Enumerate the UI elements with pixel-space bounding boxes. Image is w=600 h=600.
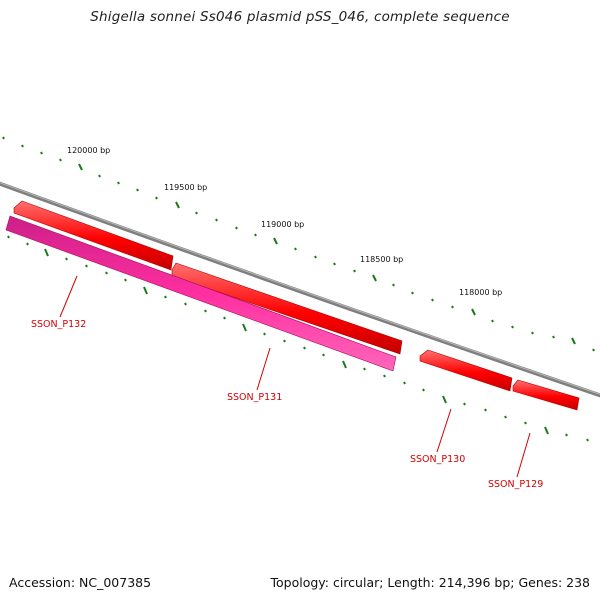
scale-ticks-lower [7,235,589,442]
scale-tick [254,233,257,237]
scale-tick [294,247,297,251]
scale-tick [124,278,127,282]
topology-text: Topology: circular; Length: 214,396 bp; … [270,575,591,590]
gene-label-leader [436,408,452,453]
scale-tick-major [342,360,347,369]
scale-tick [411,291,414,295]
scale-tick-major [273,237,278,245]
scale-tick [98,174,101,178]
gene-sson-p132-segment[interactable] [13,200,174,271]
scale-tick [403,381,406,385]
scale-tick [85,264,88,268]
scale-tick [392,283,395,287]
scale-tick [195,211,198,215]
scale-tick [65,257,68,261]
plasmid-backbone [0,181,600,398]
scale-tick [105,271,108,275]
scale-tick [511,325,514,329]
scale-tick [333,262,336,266]
scale-tick-major [78,163,83,171]
scale-tick-major [471,308,476,316]
scale-tick [422,388,425,392]
scale-label: 118000 bp [459,288,502,297]
scale-tick [263,332,266,336]
scale-tick [491,319,494,323]
gene-label-sson-p130[interactable]: SSON_P130 [410,454,465,465]
scale-label: 118500 bp [360,255,403,264]
scale-tick [524,421,527,425]
scale-tick [586,438,589,442]
scale-label: 119500 bp [164,183,207,192]
scale-tick [7,235,10,239]
scale-tick [463,402,466,406]
scale-tick [451,305,454,309]
scale-tick [303,346,306,350]
scale-tick [59,158,62,162]
gene-label-sson-p132[interactable]: SSON_P132 [31,319,86,330]
map-title: Shigella sonnei Ss046 plasmid pSS_046, c… [90,9,510,25]
scale-ticks-upper [2,136,595,352]
gene-label-leader [256,347,271,391]
scale-tick [117,181,120,185]
scale-tick [314,255,317,259]
scale-tick [215,218,218,222]
scale-tick [26,242,29,246]
scale-tick [204,309,207,313]
gene-sson-p130[interactable] [419,349,513,392]
scale-tick-major [242,323,247,332]
plasmid-backbone-highlight [0,182,600,395]
scale-tick [21,144,24,148]
scale-tick-major [544,426,549,435]
scale-tick [164,295,167,299]
scale-tick [136,188,139,192]
gene-sson-p131[interactable] [171,262,403,355]
scale-tick [40,151,43,155]
scale-tick [223,316,226,320]
scale-tick [592,348,595,352]
scale-tick-major [442,395,447,404]
scale-tick [322,353,325,357]
scale-label: 119000 bp [261,220,304,229]
scale-tick [383,374,386,378]
scale-tick [531,331,534,335]
scale-tick [353,269,356,273]
scale-tick-major [571,337,576,345]
gene-sson-p129[interactable] [512,379,580,411]
scale-tick [552,335,555,339]
scale-tick [363,367,366,371]
gene-label-sson-p129[interactable]: SSON_P129 [488,479,543,490]
scale-label: 120000 bp [67,146,110,155]
scale-tick [235,226,238,230]
scale-tick [155,196,158,200]
scale-tick-major [372,274,377,282]
scale-tick [484,408,487,412]
scale-tick-major [143,286,148,295]
scale-tick-major [44,248,49,257]
scale-tick [2,136,5,140]
gene-label-leader [59,275,78,318]
scale-tick [431,298,434,302]
gene-sson-p132[interactable] [5,215,397,372]
scale-tick [504,415,507,419]
scale-tick [283,339,286,343]
scale-tick [565,433,568,437]
accession-text: Accession: NC_007385 [9,575,152,590]
scale-tick-major [175,201,180,209]
gene-label-leader [516,432,531,478]
scale-tick [184,302,187,306]
gene-label-sson-p131[interactable]: SSON_P131 [227,392,282,403]
